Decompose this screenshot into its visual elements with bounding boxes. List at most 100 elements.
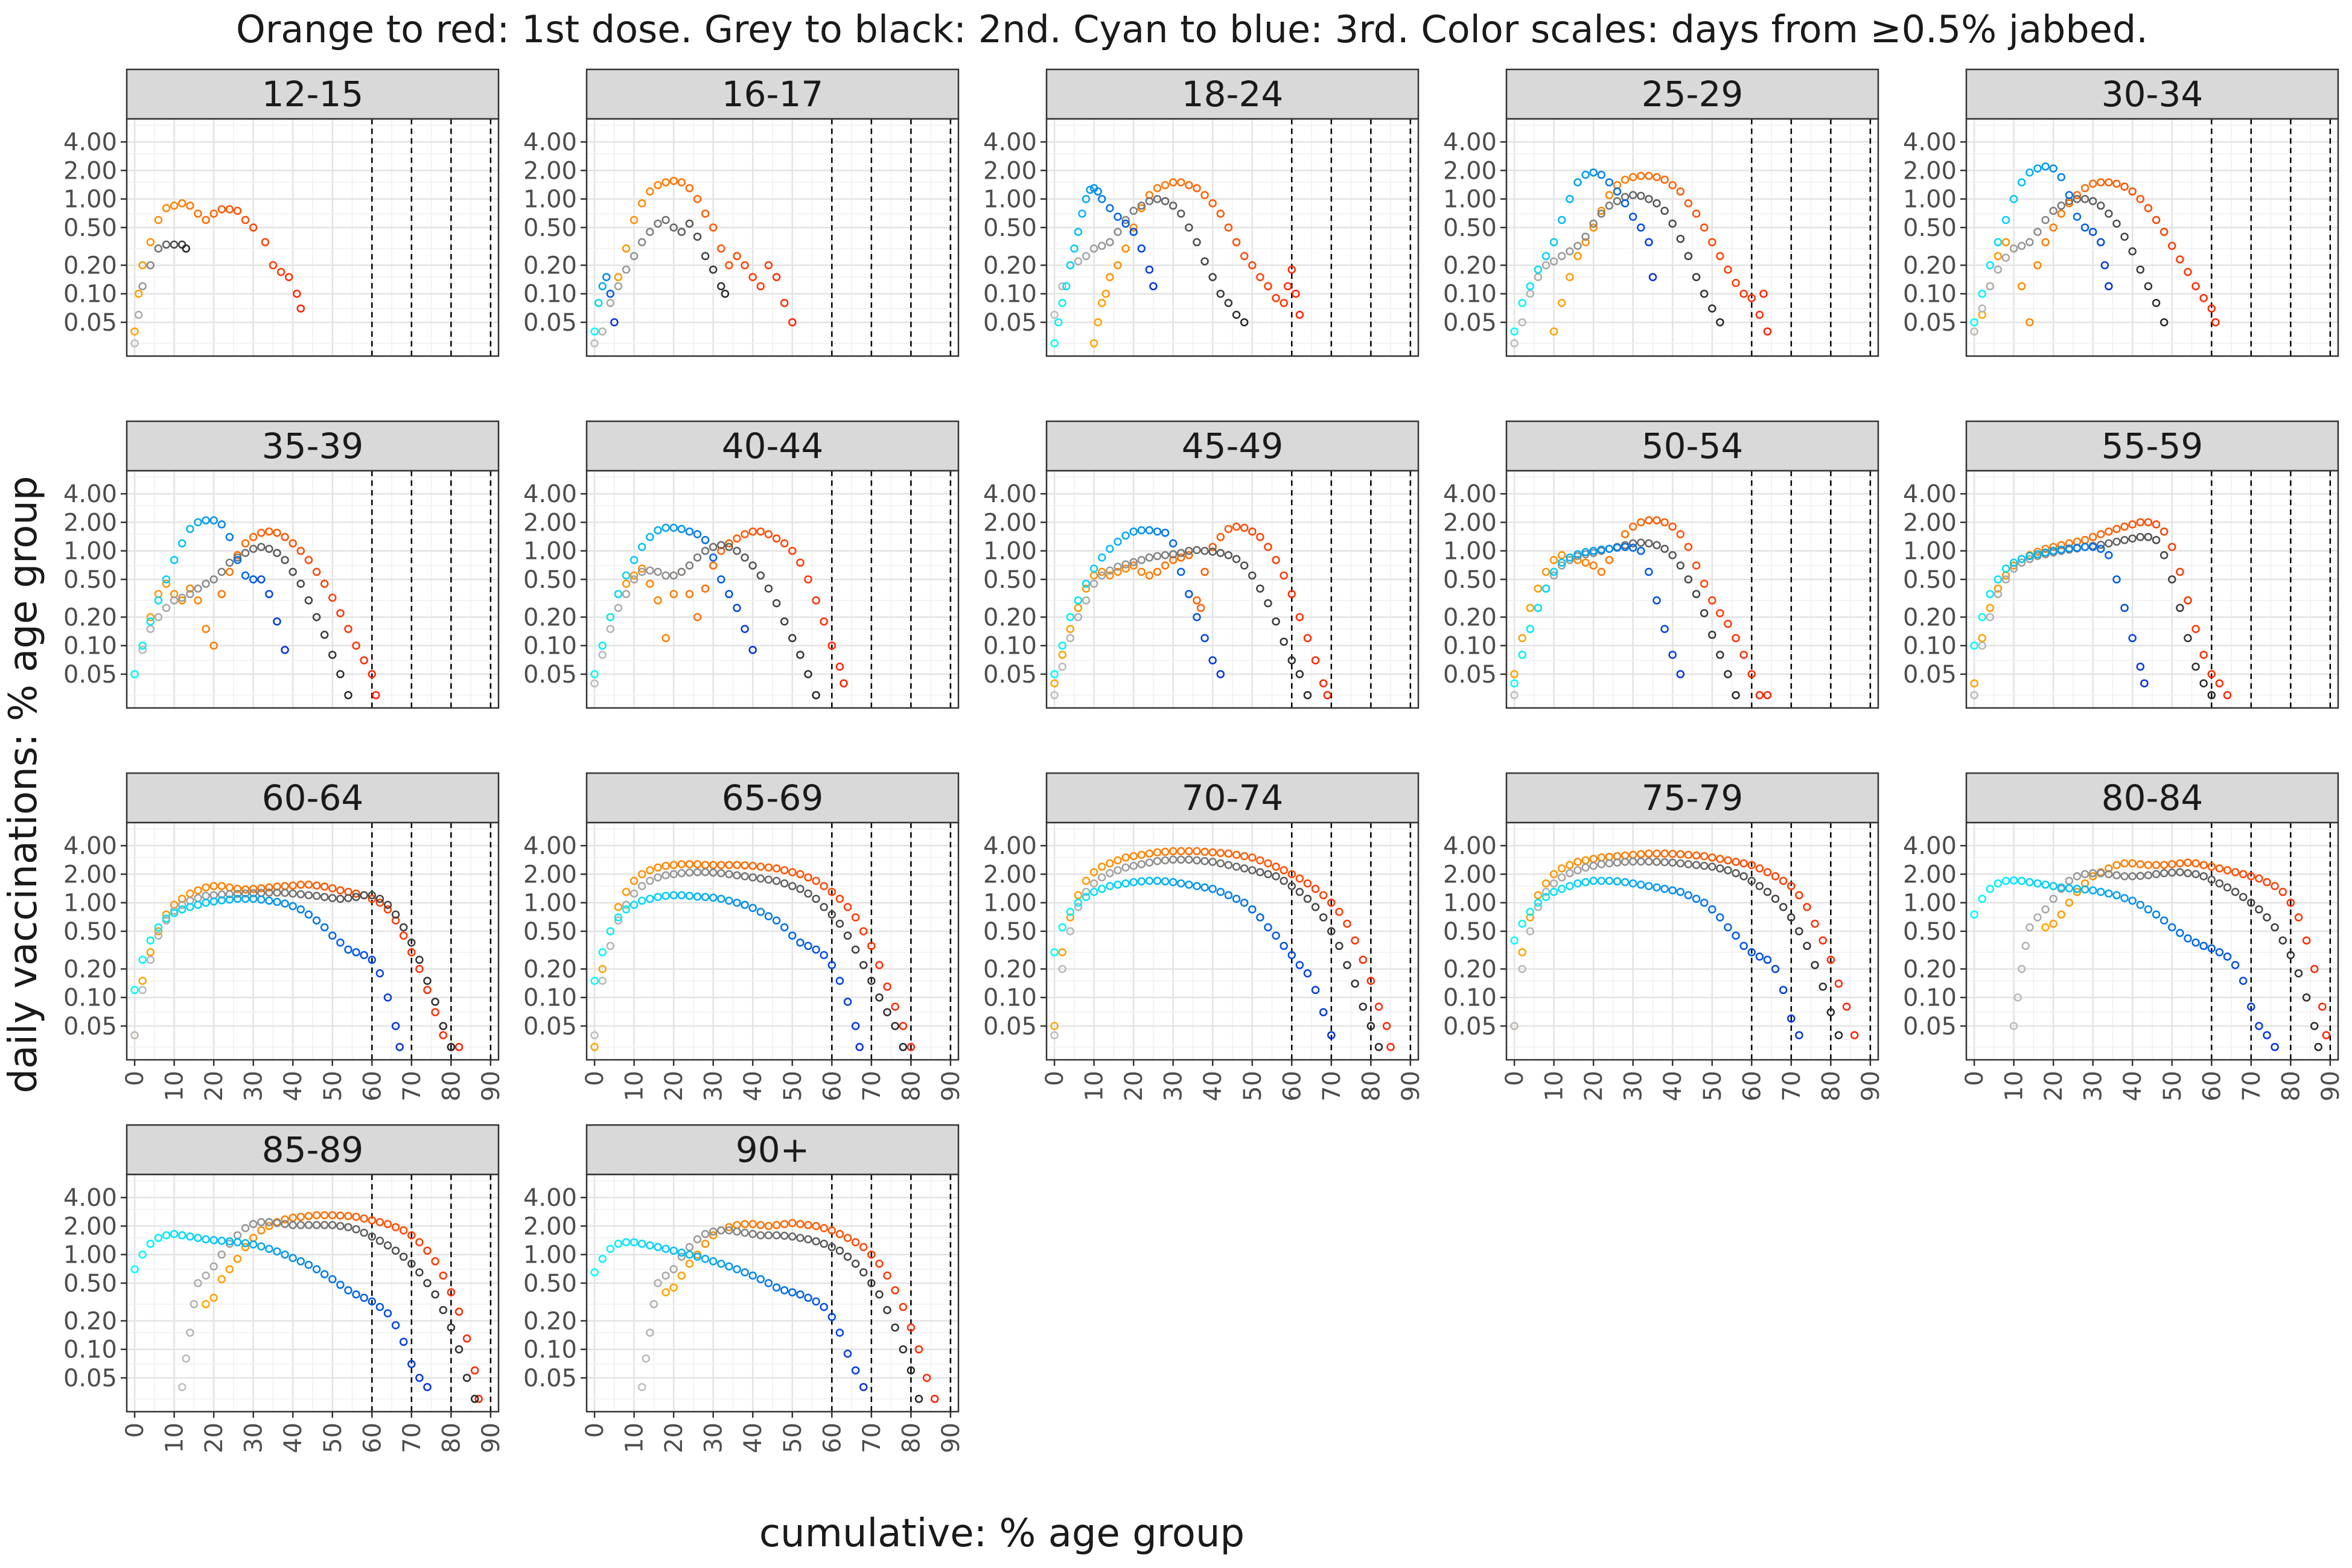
dose2-point [1692, 273, 1701, 281]
dose2-point [1795, 927, 1803, 935]
dose1-point [257, 1226, 266, 1235]
dose3-point [646, 533, 654, 541]
dose1-point [2057, 541, 2066, 549]
dose2-point [2025, 238, 2034, 247]
dose1-point [2080, 184, 2089, 193]
y-tick-label: 4.00 [983, 480, 1037, 508]
dose2-point [859, 1268, 868, 1276]
y-tick-label: 1.00 [63, 538, 117, 566]
dose2-point [1208, 858, 1217, 866]
dose1-point [1177, 178, 1185, 186]
dose1-point [820, 617, 828, 626]
dose1-point [1700, 223, 1709, 232]
x-axis-title: cumulative: % age group [759, 1511, 1245, 1556]
dose1-point [1097, 862, 1106, 871]
dose1-point [1763, 327, 1772, 336]
dose3-point [2065, 884, 2074, 893]
dose3-point [1724, 923, 1732, 932]
dose1-point [1573, 252, 1582, 261]
dose2-point [1557, 873, 1566, 882]
dose1-point [415, 964, 424, 974]
dose1-point [812, 1222, 820, 1231]
dose1-point [709, 861, 718, 869]
dose3-point [2033, 164, 2042, 173]
dose2-point [2105, 539, 2113, 548]
y-tick-label: 0.10 [983, 281, 1037, 308]
dose2-point [1074, 903, 1083, 911]
dose2-point [304, 891, 313, 900]
dose1-point [2191, 859, 2200, 868]
dose2-point [1668, 551, 1677, 559]
dose2-point [907, 1366, 916, 1375]
dose1-point [1978, 634, 1986, 643]
dose1-point [1121, 853, 1130, 862]
data-points [130, 881, 464, 1051]
dose1-point [1732, 279, 1740, 287]
dose2-point [1787, 913, 1796, 922]
dose3-point [629, 1238, 639, 1246]
gridlines [587, 1174, 958, 1412]
dose3-point [733, 1265, 741, 1273]
dose3-point [1327, 1031, 1336, 1039]
dose3-point [209, 897, 218, 906]
y-tick-label: 0.05 [1443, 309, 1497, 337]
dose1-point [2120, 859, 2129, 868]
dose1-point [2144, 518, 2153, 527]
dose2-point [2144, 871, 2153, 879]
dose2-point [2184, 869, 2192, 878]
dose1-point [1692, 561, 1701, 570]
dose1-point [646, 579, 654, 588]
x-tick-label: 10 [161, 1071, 189, 1101]
dose2-point [2191, 662, 2200, 671]
dose1-point [1597, 206, 1606, 215]
dose1-point [1287, 870, 1296, 879]
dose2-point [741, 872, 749, 881]
dose2-point [1716, 318, 1724, 327]
dose3-point [2136, 662, 2145, 671]
dose1-point [170, 202, 179, 210]
dose3-point [1668, 886, 1677, 894]
dose1-point [241, 885, 250, 894]
dose1-point [637, 564, 646, 573]
dose1-point [1668, 522, 1677, 531]
dose1-point [2136, 194, 2145, 203]
dose2-point [1185, 546, 1193, 555]
data-points [590, 860, 916, 1051]
y-tick-label: 2.00 [523, 509, 577, 537]
dose2-point [661, 215, 670, 225]
dose2-point [796, 651, 805, 659]
dose3-point [1256, 913, 1264, 922]
dose2-point [1534, 273, 1543, 281]
dose2-point [2057, 202, 2066, 210]
dose2-point [130, 339, 139, 348]
dose2-point [1153, 552, 1162, 561]
panel-border [126, 118, 500, 357]
facet-12-15: 12-150.050.100.200.501.002.004.00 [63, 68, 500, 357]
dose2-point [225, 1240, 234, 1248]
dose3-point [233, 1238, 242, 1246]
dose1-point [265, 527, 273, 536]
dose1-point [1224, 223, 1233, 232]
dose2-point [1129, 861, 1138, 870]
dose2-point [654, 873, 662, 882]
dose3-point [2112, 891, 2121, 900]
dose1-point [1248, 261, 1257, 270]
dose1-point [1739, 289, 1748, 298]
dose3-point [352, 948, 360, 957]
dose2-point [328, 651, 337, 659]
dose2-point [1668, 858, 1677, 867]
dose3-point [2168, 923, 2176, 932]
dose2-point [1628, 191, 1637, 199]
dose3-point [1628, 212, 1637, 221]
y-tick-label: 0.10 [1443, 633, 1497, 660]
dose2-point [1597, 209, 1606, 218]
dose1-point [748, 1220, 757, 1228]
dose3-point [1660, 885, 1669, 893]
y-tick-label: 0.20 [983, 604, 1037, 631]
dose3-point [2057, 883, 2066, 892]
dose3-point [1970, 910, 1978, 919]
y-tick-label: 4.00 [63, 1184, 117, 1212]
dose1-point [1732, 858, 1740, 866]
dose1-point [1692, 209, 1701, 218]
dose3-point [249, 894, 258, 903]
